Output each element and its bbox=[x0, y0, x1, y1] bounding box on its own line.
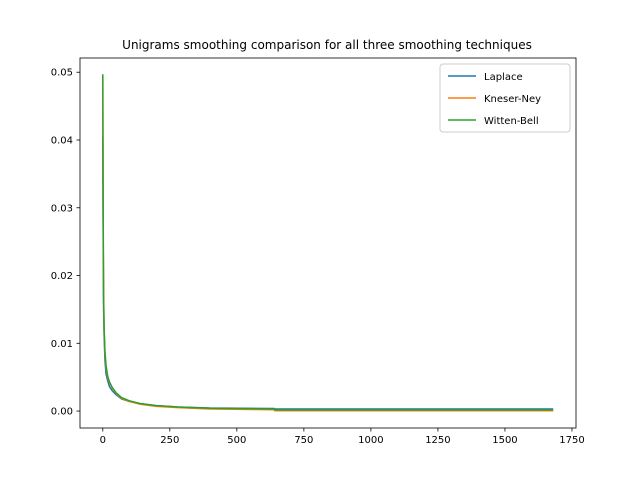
legend-label-witten-bell: Witten-Bell bbox=[484, 116, 539, 127]
y-tick-label: 0.04 bbox=[51, 135, 73, 146]
legend-label-kneser-ney: Kneser-Ney bbox=[484, 94, 541, 105]
series-line-laplace bbox=[102, 136, 554, 410]
x-tick-label: 1000 bbox=[358, 435, 383, 446]
y-tick-label: 0.02 bbox=[51, 271, 73, 282]
y-axis: 0.00 0.01 0.02 0.03 0.04 0.05 bbox=[51, 68, 80, 418]
chart-title: Unigrams smoothing comparison for all th… bbox=[122, 38, 532, 52]
x-tick-label: 1500 bbox=[492, 435, 517, 446]
x-tick-label: 250 bbox=[160, 435, 179, 446]
plot-frame bbox=[79, 57, 577, 429]
y-tick-label: 0.00 bbox=[51, 407, 73, 418]
legend-label-laplace: Laplace bbox=[484, 72, 523, 83]
x-axis: 0 250 500 750 1000 1250 1500 1750 bbox=[100, 428, 585, 446]
x-tick-label: 0 bbox=[100, 435, 106, 446]
legend-box bbox=[439, 63, 571, 133]
x-tick-label: 750 bbox=[294, 435, 313, 446]
x-tick-label: 1750 bbox=[559, 435, 584, 446]
legend: Laplace Kneser-Ney Witten-Bell bbox=[439, 63, 571, 133]
x-tick-label: 500 bbox=[227, 435, 246, 446]
y-tick-label: 0.01 bbox=[51, 339, 73, 350]
series-line-witten-bell bbox=[102, 74, 554, 411]
y-tick-label: 0.03 bbox=[51, 203, 73, 214]
plot-lines bbox=[102, 74, 554, 412]
y-tick-label: 0.05 bbox=[51, 68, 73, 79]
x-tick-label: 1250 bbox=[425, 435, 450, 446]
